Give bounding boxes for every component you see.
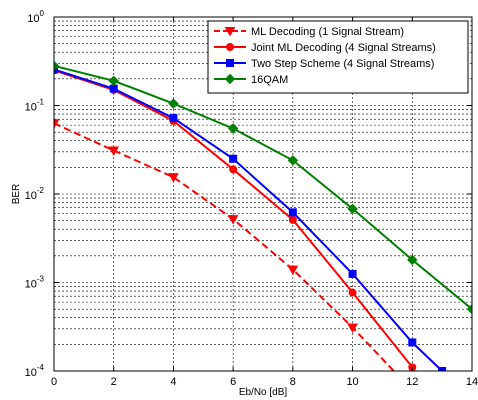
series-line-3: [54, 64, 472, 310]
series-2-point-3: [229, 154, 238, 163]
series-2: [54, 65, 447, 371]
series-3-point-5: [347, 203, 358, 215]
series-3-point-0: [54, 60, 60, 72]
x-axis-label: Eb/No [dB]: [239, 387, 288, 398]
x-tick-label-1: 2: [111, 376, 117, 388]
x-tick-label-4: 8: [290, 376, 296, 388]
x-tick-label-5: 10: [346, 376, 358, 388]
series-1-point-3: [229, 165, 238, 174]
series-2-point-4: [288, 208, 297, 217]
series-3-point-2: [168, 98, 179, 109]
y-axis-label: BER: [11, 184, 22, 205]
x-tick-label-3: 6: [230, 376, 236, 388]
series-1-point-4: [288, 215, 297, 224]
series-0-point-3: [227, 215, 239, 225]
series-0-point-5: [347, 323, 358, 334]
y-tick-label-1: 10-1: [25, 98, 45, 114]
legend-label-3: 16QAM: [251, 74, 288, 86]
y-tick-label-4: 10-4: [25, 363, 45, 379]
series-2-point-6: [408, 338, 417, 347]
legend: ML Decoding (1 Signal Stream) Joint ML De…: [207, 20, 469, 94]
series-0-point-0: [54, 119, 60, 129]
legend-marker-2: [226, 59, 234, 67]
y-tick-label-3: 10-3: [25, 275, 45, 291]
series-3-point-4: [287, 155, 299, 166]
legend-marker-1: [226, 43, 234, 51]
legend-marker-0: [224, 27, 236, 37]
series-0: [54, 119, 396, 371]
series-line-2: [54, 68, 443, 371]
tick-group: 0 2 4 6 8 10 12 14 100 10-1 10-2 10-3 10-4: [25, 9, 478, 388]
series-3-point-6: [407, 254, 418, 266]
y-tick-label-0: 100: [27, 9, 44, 25]
series-group: [54, 60, 472, 371]
series-3: [54, 60, 472, 315]
legend-label-0: ML Decoding (1 Signal Stream): [251, 26, 404, 38]
series-2-point-2: [169, 114, 178, 123]
legend-box: [207, 20, 469, 94]
x-tick-label-0: 0: [51, 376, 57, 388]
series-0-point-1: [108, 146, 120, 157]
x-tick-label-7: 14: [466, 376, 478, 388]
x-tick-label-2: 4: [170, 376, 176, 388]
legend-marker-3: [224, 73, 236, 85]
series-0-point-4: [287, 265, 299, 276]
y-tick-label-2: 10-2: [25, 186, 45, 202]
series-3-point-1: [108, 75, 119, 87]
legend-label-1: Joint ML Decoding (4 Signal Streams): [251, 42, 436, 54]
series-2-point-7: [438, 367, 447, 371]
series-2-point-1: [109, 84, 118, 93]
series-0-point-2: [168, 173, 179, 183]
series-3-point-3: [227, 123, 239, 134]
x-tick-label-6: 12: [406, 376, 418, 388]
series-2-point-5: [348, 269, 357, 278]
series-1-point-5: [348, 288, 357, 297]
series-2-point-0: [54, 65, 58, 74]
legend-label-2: Two Step Scheme (4 Signal Streams): [251, 58, 434, 70]
series-3-point-7: [466, 303, 472, 315]
